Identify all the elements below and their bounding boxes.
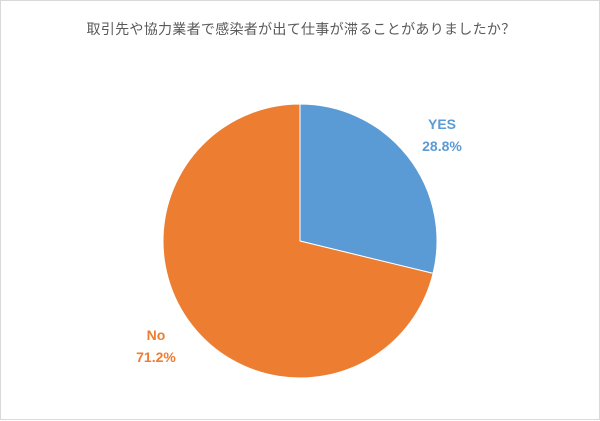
slice-value-no: 71.2% (136, 349, 176, 365)
slice-label-yes: YES (428, 116, 456, 132)
pie-slice-no (162, 103, 434, 379)
pie-slice-yes (299, 103, 438, 275)
chart-title: 取引先や協力業者で感染者が出て仕事が滞ることがありましたか？ (86, 22, 516, 38)
slice-label-no: No (147, 327, 166, 343)
slice-value-yes: 28.8% (422, 138, 462, 154)
